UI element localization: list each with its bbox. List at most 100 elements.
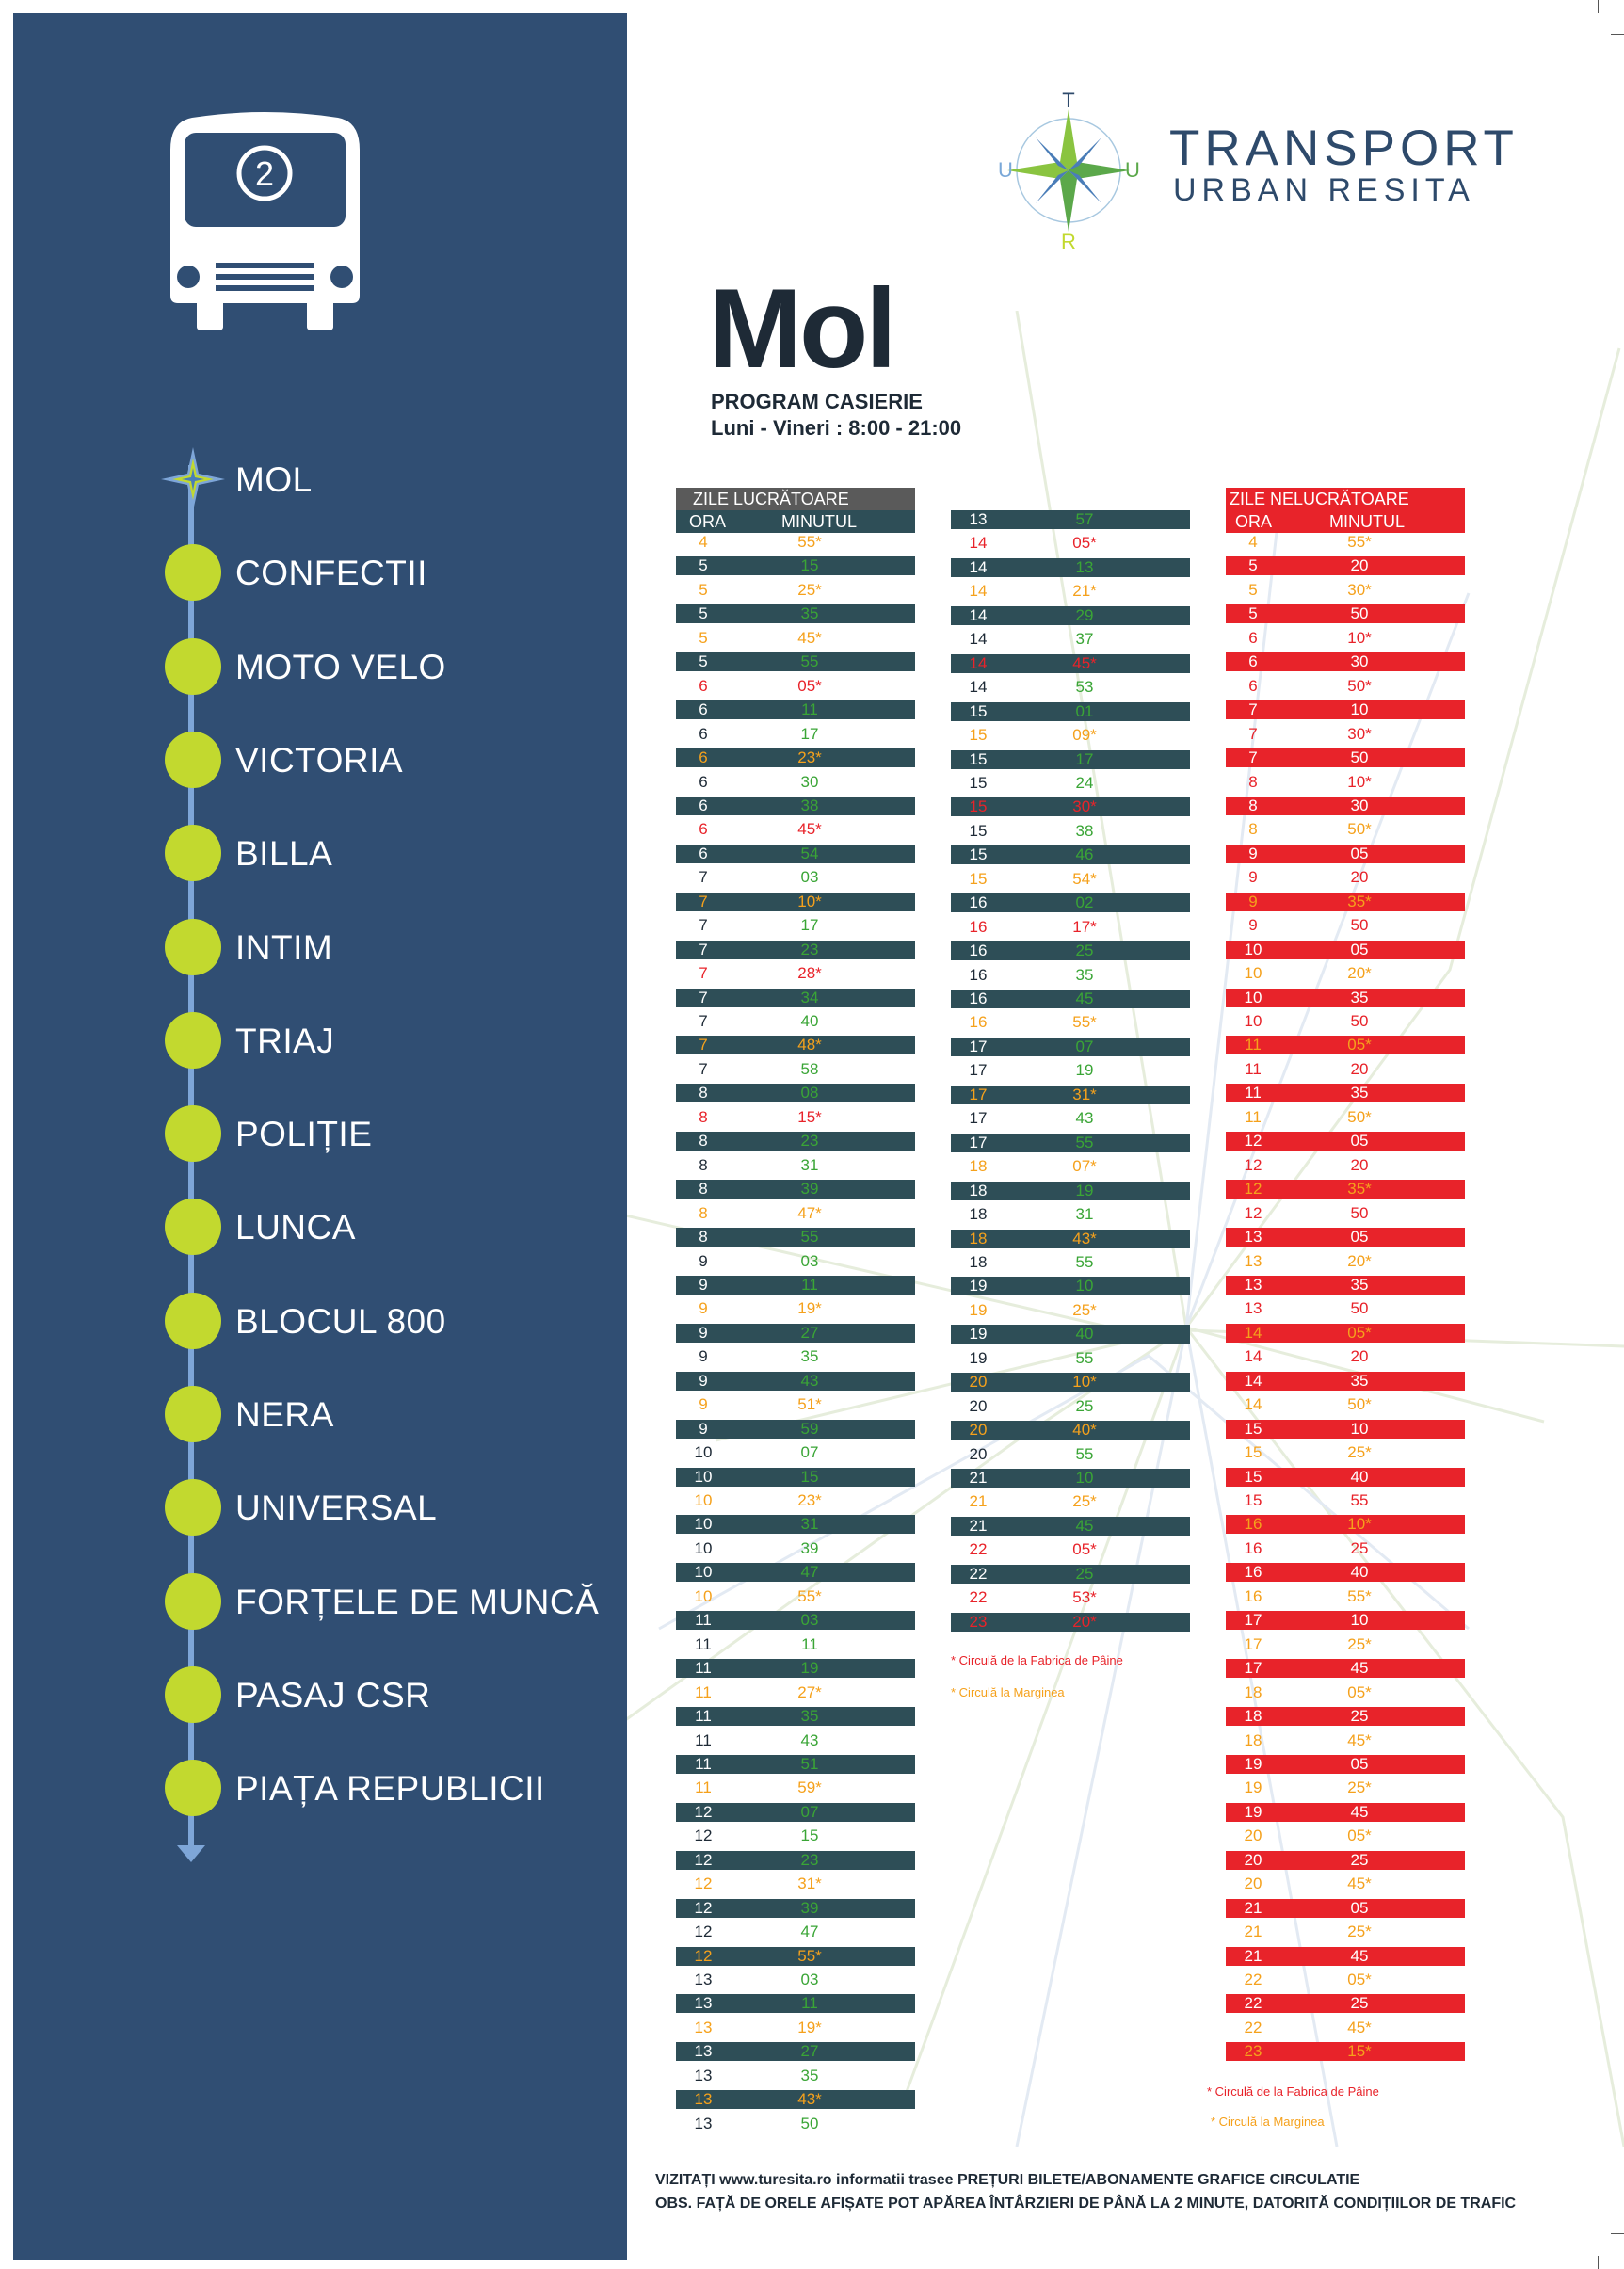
- minute-cell: 54: [800, 844, 819, 862]
- hour-cell: 16: [969, 893, 988, 912]
- stop-dot-icon: [165, 637, 221, 695]
- table-row: 10 07: [676, 1443, 915, 1462]
- minute-cell: 03: [800, 1611, 819, 1630]
- hour-cell: 14: [969, 678, 988, 697]
- hour-cell: 9: [699, 1323, 708, 1342]
- minute-cell: 05*: [1347, 1826, 1372, 1845]
- table-row: 13 05: [1226, 1228, 1465, 1247]
- logo-letter: U: [1125, 158, 1139, 182]
- minute-cell: 35: [800, 1347, 819, 1366]
- minute-cell: 05: [1350, 940, 1369, 958]
- table-row: 13 03: [676, 1971, 915, 1989]
- minute-cell: 55*: [1072, 1013, 1097, 1032]
- table-row: 18 55: [951, 1253, 1190, 1272]
- table-row: 8 47*: [676, 1204, 915, 1223]
- hour-cell: 7: [1248, 748, 1258, 767]
- hour-cell: 14: [1244, 1347, 1262, 1366]
- hour-cell: 16: [1244, 1563, 1262, 1582]
- minute-cell: 05*: [1347, 1682, 1372, 1701]
- hour-cell: 17: [969, 1109, 988, 1128]
- minute-cell: 20: [1350, 1155, 1369, 1174]
- minute-cell: 55*: [797, 533, 822, 551]
- table-row: 8 08: [676, 1084, 915, 1103]
- hour-cell: 12: [694, 1802, 713, 1821]
- minute-cell: 27*: [797, 1682, 822, 1701]
- program-hours: Luni - Vineri : 8:00 - 21:00: [711, 416, 962, 440]
- hour-cell: 9: [1248, 916, 1258, 935]
- table-row: 23 20*: [951, 1612, 1190, 1632]
- stop-dot-icon: [165, 731, 221, 788]
- table-row: 14 21*: [951, 582, 1190, 601]
- stop-label: NERA: [235, 1395, 334, 1434]
- table-row: 11 05*: [1226, 1036, 1465, 1055]
- minute-cell: 37: [1075, 630, 1094, 649]
- table-row: 13 35: [1226, 1275, 1465, 1295]
- hour-cell: 10: [694, 1563, 713, 1582]
- minute-cell: 35*: [1347, 892, 1372, 910]
- route-stop: POLIȚIE: [154, 1105, 644, 1163]
- hour-cell: 13: [694, 2018, 713, 2036]
- minute-cell: 34: [800, 988, 819, 1006]
- hour-cell: 6: [699, 796, 708, 814]
- table-row: 6 30: [1226, 652, 1465, 672]
- table-row: 7 40: [676, 1012, 915, 1031]
- table-row: 12 20: [1226, 1156, 1465, 1175]
- hour-cell: 13: [694, 1971, 713, 1988]
- minute-cell: 07: [1075, 1037, 1094, 1055]
- minute-cell: 11: [801, 1634, 818, 1653]
- minute-cell: 17: [800, 724, 819, 743]
- route-stop: MOTO VELO: [154, 637, 644, 695]
- minute-cell: 35: [800, 604, 819, 623]
- hour-cell: 18: [969, 1181, 988, 1199]
- hour-cell: 17: [969, 1037, 988, 1055]
- hour-cell: 16: [1244, 1515, 1262, 1534]
- table-row: 14 29: [951, 605, 1190, 625]
- minute-cell: 25: [1075, 1396, 1094, 1415]
- stop-label: UNIVERSAL: [235, 1489, 438, 1528]
- hour-cell: 10: [1244, 1012, 1262, 1030]
- minute-cell: 27: [800, 1323, 819, 1342]
- minute-cell: 39: [800, 1538, 819, 1557]
- minute-cell: 50*: [1347, 820, 1372, 839]
- hour-cell: 20: [1244, 1850, 1262, 1869]
- table-row: 16 55*: [1226, 1587, 1465, 1606]
- stop-dot-icon: [165, 1572, 221, 1630]
- route-number: 2: [255, 154, 274, 193]
- table-row: 16 02: [951, 893, 1190, 913]
- hour-cell: 9: [699, 1251, 708, 1270]
- minute-cell: 55*: [797, 1586, 822, 1605]
- hour-cell: 4: [1248, 533, 1258, 551]
- stop-dot-icon: [165, 1105, 221, 1163]
- weekend-column-headers: ORA MINUTUL: [1226, 510, 1465, 533]
- minute-cell: 30*: [1072, 797, 1097, 816]
- minute-cell: 43*: [1072, 1229, 1097, 1247]
- table-row: 8 30: [1226, 796, 1465, 815]
- table-row: 12 31*: [676, 1875, 915, 1893]
- minute-cell: 23: [800, 940, 819, 958]
- table-row: 10 47: [676, 1563, 915, 1583]
- hour-cell: 10: [1244, 940, 1262, 958]
- table-row: 6 17: [676, 725, 915, 744]
- hour-cell: 17: [1244, 1611, 1262, 1630]
- minute-cell: 50: [1350, 1203, 1369, 1222]
- hour-cell: 13: [694, 1994, 713, 2013]
- table-row: 9 50: [1226, 916, 1465, 935]
- hour-cell: 14: [969, 630, 988, 649]
- table-row: 12 35*: [1226, 1180, 1465, 1199]
- hour-cell: 18: [969, 1229, 988, 1247]
- table-row: 13 20*: [1226, 1252, 1465, 1271]
- table-row: 14 05*: [951, 534, 1190, 553]
- hour-cell: 9: [1248, 844, 1258, 862]
- minute-cell: 35: [1350, 1371, 1369, 1390]
- hour-column-header: ORA: [1235, 512, 1273, 531]
- hour-cell: 21: [1244, 1946, 1262, 1965]
- table-row: 9 59: [676, 1419, 915, 1439]
- minute-cell: 05: [1350, 1228, 1369, 1247]
- minute-cell: 23: [800, 1132, 819, 1151]
- minute-cell: 45: [1075, 990, 1094, 1007]
- minute-cell: 10: [1350, 1419, 1369, 1438]
- hour-cell: 10: [694, 1443, 713, 1462]
- minute-cell: 45: [1350, 1659, 1369, 1678]
- hour-cell: 14: [1244, 1371, 1262, 1390]
- table-row: 14 53: [951, 678, 1190, 697]
